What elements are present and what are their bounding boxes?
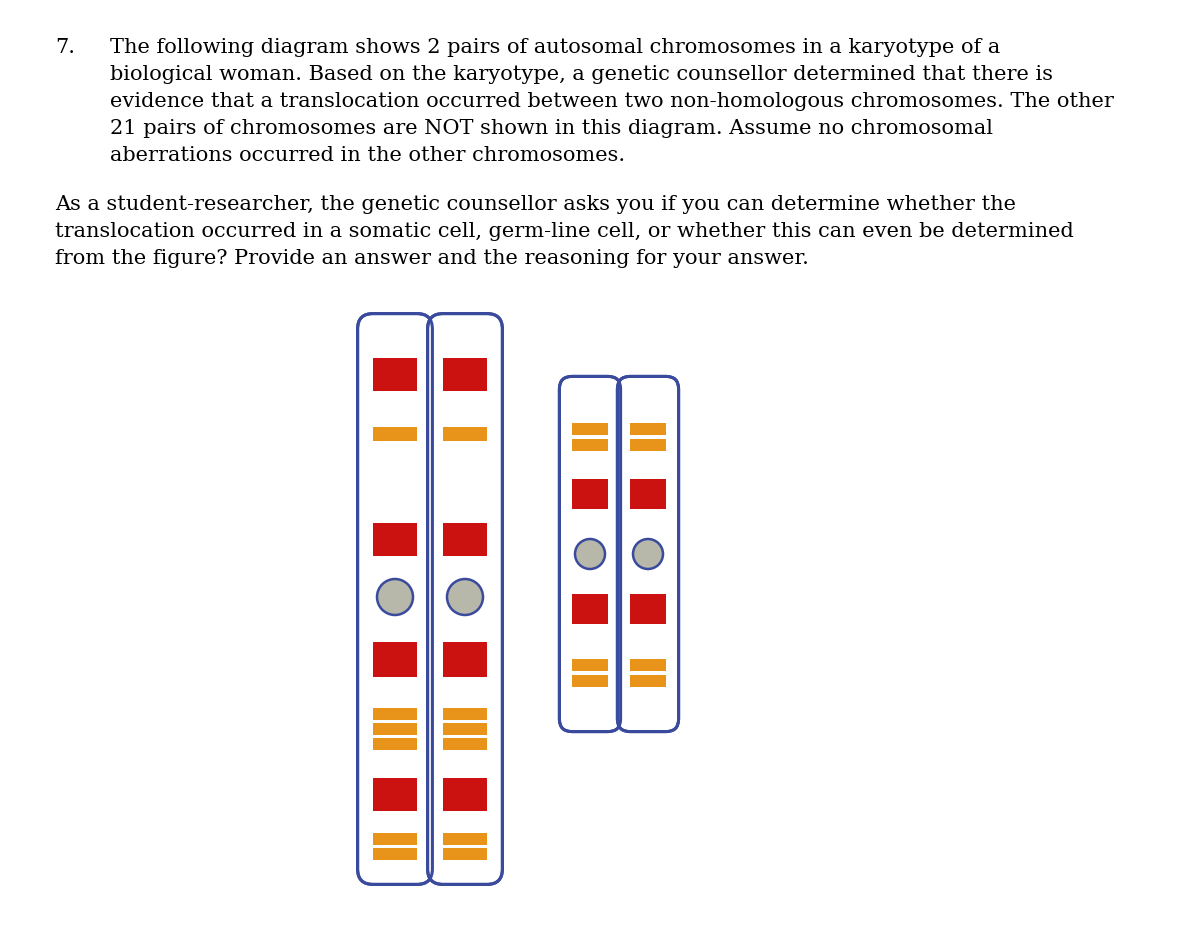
FancyBboxPatch shape [358, 314, 432, 885]
Bar [630, 659, 666, 671]
Bar [373, 833, 418, 845]
Bar [630, 440, 666, 451]
Text: biological woman. Based on the karyotype, a genetic counsellor determined that t: biological woman. Based on the karyotype… [110, 65, 1054, 84]
Ellipse shape [634, 539, 662, 569]
Bar [443, 778, 487, 811]
Bar [443, 833, 487, 845]
Bar [630, 594, 666, 624]
FancyBboxPatch shape [618, 377, 679, 732]
Bar [443, 709, 487, 720]
Bar [443, 523, 487, 556]
Bar [373, 848, 418, 860]
Bar [373, 642, 418, 677]
Text: 7.: 7. [55, 38, 74, 57]
Bar [443, 848, 487, 860]
Ellipse shape [446, 579, 482, 615]
Bar [443, 428, 487, 442]
Bar [373, 358, 418, 391]
Bar [443, 724, 487, 735]
Bar [373, 724, 418, 735]
Bar [630, 675, 666, 687]
Bar [572, 479, 608, 509]
Text: aberrations occurred in the other chromosomes.: aberrations occurred in the other chromo… [110, 146, 625, 165]
FancyBboxPatch shape [427, 314, 503, 885]
Text: translocation occurred in a somatic cell, germ-line cell, or whether this can ev: translocation occurred in a somatic cell… [55, 222, 1074, 241]
Ellipse shape [575, 539, 605, 569]
Bar [630, 479, 666, 509]
Bar [572, 675, 608, 687]
Bar [373, 778, 418, 811]
Bar [373, 709, 418, 720]
Bar [572, 659, 608, 671]
Bar [443, 642, 487, 677]
FancyBboxPatch shape [559, 377, 620, 732]
Bar [630, 424, 666, 435]
Bar [373, 428, 418, 442]
Ellipse shape [377, 579, 413, 615]
Text: from the figure? Provide an answer and the reasoning for your answer.: from the figure? Provide an answer and t… [55, 249, 809, 268]
Bar [572, 594, 608, 624]
Bar [443, 358, 487, 391]
Text: evidence that a translocation occurred between two non-homologous chromosomes. T: evidence that a translocation occurred b… [110, 92, 1114, 110]
Bar [572, 440, 608, 451]
Text: The following diagram shows 2 pairs of autosomal chromosomes in a karyotype of a: The following diagram shows 2 pairs of a… [110, 38, 1001, 57]
Text: 21 pairs of chromosomes are NOT shown in this diagram. Assume no chromosomal: 21 pairs of chromosomes are NOT shown in… [110, 119, 994, 138]
Bar [572, 424, 608, 435]
Bar [373, 523, 418, 556]
Bar [373, 739, 418, 750]
Bar [443, 739, 487, 750]
Text: As a student-researcher, the genetic counsellor asks you if you can determine wh: As a student-researcher, the genetic cou… [55, 195, 1016, 213]
